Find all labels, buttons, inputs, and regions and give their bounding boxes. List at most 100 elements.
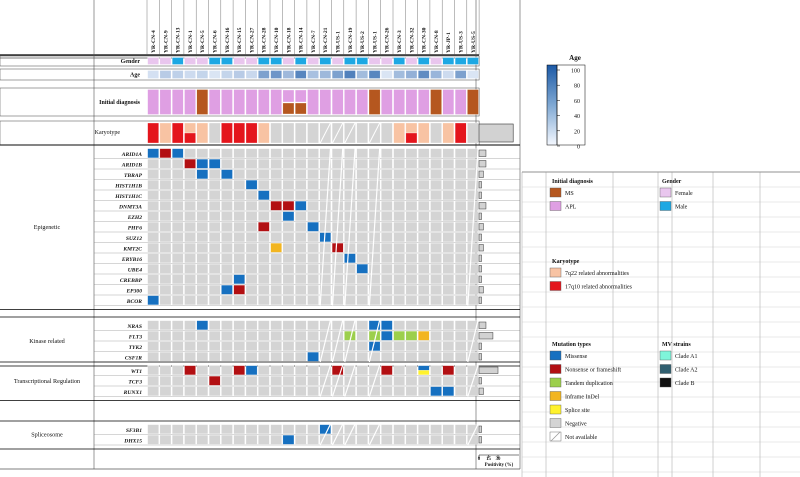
negative-cell [295, 351, 307, 362]
negative-cell [331, 295, 344, 306]
negative-cell [319, 386, 332, 397]
age-cell [147, 70, 159, 79]
mutation-cell [208, 158, 221, 169]
negative-cell [368, 295, 381, 306]
negative-cell [208, 284, 221, 295]
negative-cell [245, 169, 258, 180]
negative-cell [467, 263, 479, 274]
negative-cell [442, 221, 455, 232]
negative-cell [282, 365, 295, 376]
negative-cell [282, 375, 295, 386]
initial-diagnosis-cell [331, 89, 344, 115]
negative-cell [208, 341, 221, 352]
negative-cell [381, 434, 393, 445]
negative-cell [221, 320, 233, 331]
negative-cell [245, 190, 258, 201]
negative-cell [282, 179, 295, 190]
gender-cell [467, 57, 479, 65]
mutation-cell [442, 365, 455, 376]
negative-cell [196, 386, 209, 397]
negative-cell [147, 232, 159, 243]
negative-cell [442, 242, 455, 253]
gene-label: PHF6 [128, 226, 142, 232]
legend-label-k7q22: 7q22 related abnormalities [565, 271, 630, 277]
negative-cell [467, 386, 479, 397]
negative-cell [295, 365, 307, 376]
negative-cell [331, 158, 344, 169]
negative-cell [467, 148, 479, 159]
negative-cell [159, 169, 172, 180]
negative-cell [454, 179, 467, 190]
negative-cell [430, 274, 442, 285]
negative-cell [467, 274, 479, 285]
negative-cell [147, 375, 159, 386]
negative-cell [147, 190, 159, 201]
negative-cell [184, 424, 196, 435]
negative-cell [208, 320, 221, 331]
negative-cell [454, 169, 467, 180]
negative-cell [405, 274, 418, 285]
initial-diagnosis-cell [159, 89, 172, 115]
negative-cell [282, 284, 295, 295]
sample-label: YR-CN-8 [434, 30, 440, 53]
negative-cell [221, 434, 233, 445]
not-available-mark [344, 423, 356, 446]
negative-cell [221, 330, 233, 341]
negative-cell [454, 320, 467, 331]
negative-cell [196, 253, 209, 264]
gene-label: WT1 [131, 369, 142, 375]
sample-label: YR-CN-16 [225, 27, 231, 53]
negative-cell [467, 200, 479, 211]
negative-cell [196, 424, 209, 435]
negative-cell [233, 351, 245, 362]
negative-cell [442, 232, 455, 243]
negative-cell [454, 274, 467, 285]
negative-cell [418, 341, 430, 352]
negative-cell [430, 284, 442, 295]
gender-cell [356, 57, 368, 65]
karyotype-cell [430, 122, 442, 144]
negative-cell [245, 424, 258, 435]
mutation-cell [245, 365, 258, 376]
negative-cell [393, 200, 405, 211]
negative-cell [405, 221, 418, 232]
gender-cell [184, 57, 196, 65]
negative-cell [245, 158, 258, 169]
negative-cell [442, 211, 455, 222]
negative-cell [295, 330, 307, 341]
negative-cell [270, 274, 282, 285]
age-cell [221, 70, 233, 79]
negative-cell [405, 179, 418, 190]
mutation-cell [405, 330, 418, 341]
positivity-bar [478, 223, 484, 231]
negative-cell [147, 158, 159, 169]
age-label: Age [130, 73, 140, 79]
age-cell [368, 70, 381, 79]
negative-cell [233, 232, 245, 243]
initial-diagnosis-cell [208, 89, 221, 115]
negative-cell [221, 386, 233, 397]
negative-cell [418, 295, 430, 306]
not-available-mark [368, 122, 381, 144]
legend-swatch-negative [549, 418, 562, 428]
negative-cell [282, 242, 295, 253]
negative-cell [295, 232, 307, 243]
legend-label-male: Male [675, 205, 688, 211]
negative-cell [172, 284, 184, 295]
negative-cell [233, 263, 245, 274]
negative-cell [196, 365, 209, 376]
negative-cell [258, 330, 270, 341]
negative-cell [405, 263, 418, 274]
negative-cell [295, 211, 307, 222]
gene-label: EZH2 [127, 215, 142, 221]
negative-cell [258, 341, 270, 352]
negative-cell [270, 221, 282, 232]
negative-cell [245, 242, 258, 253]
negative-cell [393, 284, 405, 295]
negative-cell [282, 424, 295, 435]
negative-cell [159, 351, 172, 362]
positivity-bar [478, 296, 482, 304]
legend-label-tandem: Tandem duplication [565, 381, 613, 387]
legend-na-mark [550, 431, 561, 442]
negative-cell [368, 386, 381, 397]
